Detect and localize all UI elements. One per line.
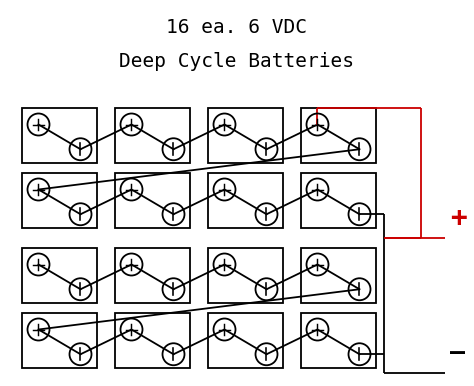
Bar — [115, 173, 190, 228]
Bar — [208, 248, 283, 303]
Bar — [115, 313, 190, 368]
Bar — [22, 173, 97, 228]
Bar — [115, 248, 190, 303]
Bar — [22, 248, 97, 303]
Bar — [115, 108, 190, 163]
Text: Deep Cycle Batteries: Deep Cycle Batteries — [119, 52, 355, 71]
Text: 16 ea. 6 VDC: 16 ea. 6 VDC — [166, 18, 308, 37]
Bar — [22, 108, 97, 163]
Bar — [208, 173, 283, 228]
Bar — [301, 248, 376, 303]
Bar — [301, 173, 376, 228]
Text: –: – — [450, 340, 465, 364]
Bar — [208, 108, 283, 163]
Bar — [208, 313, 283, 368]
Bar — [301, 108, 376, 163]
Text: +: + — [450, 204, 467, 232]
Bar — [22, 313, 97, 368]
Bar — [301, 313, 376, 368]
